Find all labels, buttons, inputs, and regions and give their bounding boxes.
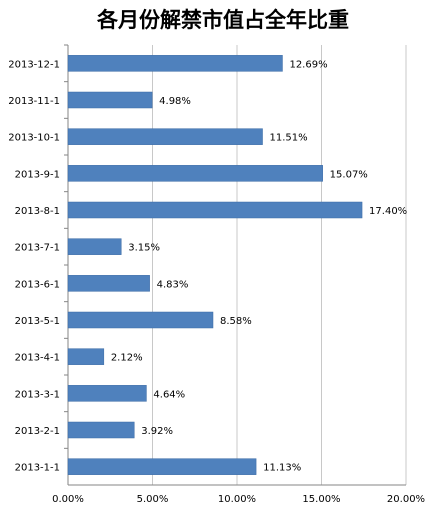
data-label: 4.64% [153, 389, 185, 400]
category-label: 2013-1-1 [15, 463, 60, 474]
data-label: 11.51% [270, 133, 308, 144]
bar [67, 91, 153, 109]
data-label: 4.98% [159, 96, 191, 107]
category-label: 2013-3-1 [15, 389, 60, 400]
data-label: 2.12% [111, 353, 143, 364]
category-label: 2013-9-1 [15, 169, 60, 180]
category-label: 2013-4-1 [15, 353, 60, 364]
bar [67, 128, 263, 145]
data-label: 3.92% [141, 426, 173, 437]
bar [67, 311, 214, 329]
x-tick-label: 10.00% [218, 494, 256, 505]
bar [67, 275, 150, 292]
data-label: 4.83% [157, 279, 189, 290]
chart-title: 各月份解禁市值占全年比重 [97, 8, 349, 32]
data-label: 12.69% [289, 59, 327, 70]
bar [67, 238, 122, 255]
bar [67, 385, 147, 402]
category-label: 2013-7-1 [15, 243, 60, 254]
data-label: 8.58% [220, 316, 252, 327]
bar [67, 458, 257, 475]
bar [67, 201, 363, 219]
bar [67, 55, 283, 72]
data-label: 3.15% [128, 243, 160, 254]
category-label: 2013-12-1 [8, 59, 60, 70]
bar [67, 348, 105, 365]
bar [67, 165, 323, 182]
category-label: 2013-2-1 [15, 426, 60, 437]
x-tick-label: 5.00% [137, 494, 169, 505]
x-tick-label: 0.00% [52, 494, 84, 505]
data-label: 17.40% [369, 206, 407, 217]
category-label: 2013-11-1 [8, 96, 60, 107]
category-label: 2013-6-1 [15, 279, 60, 290]
x-tick-label: 20.00% [387, 494, 425, 505]
category-label: 2013-8-1 [15, 206, 60, 217]
data-label: 11.13% [263, 463, 301, 474]
x-tick-label: 15.00% [302, 494, 340, 505]
category-label: 2013-10-1 [8, 133, 60, 144]
data-label: 15.07% [330, 169, 368, 180]
bar [67, 421, 135, 439]
category-label: 2013-5-1 [15, 316, 60, 327]
